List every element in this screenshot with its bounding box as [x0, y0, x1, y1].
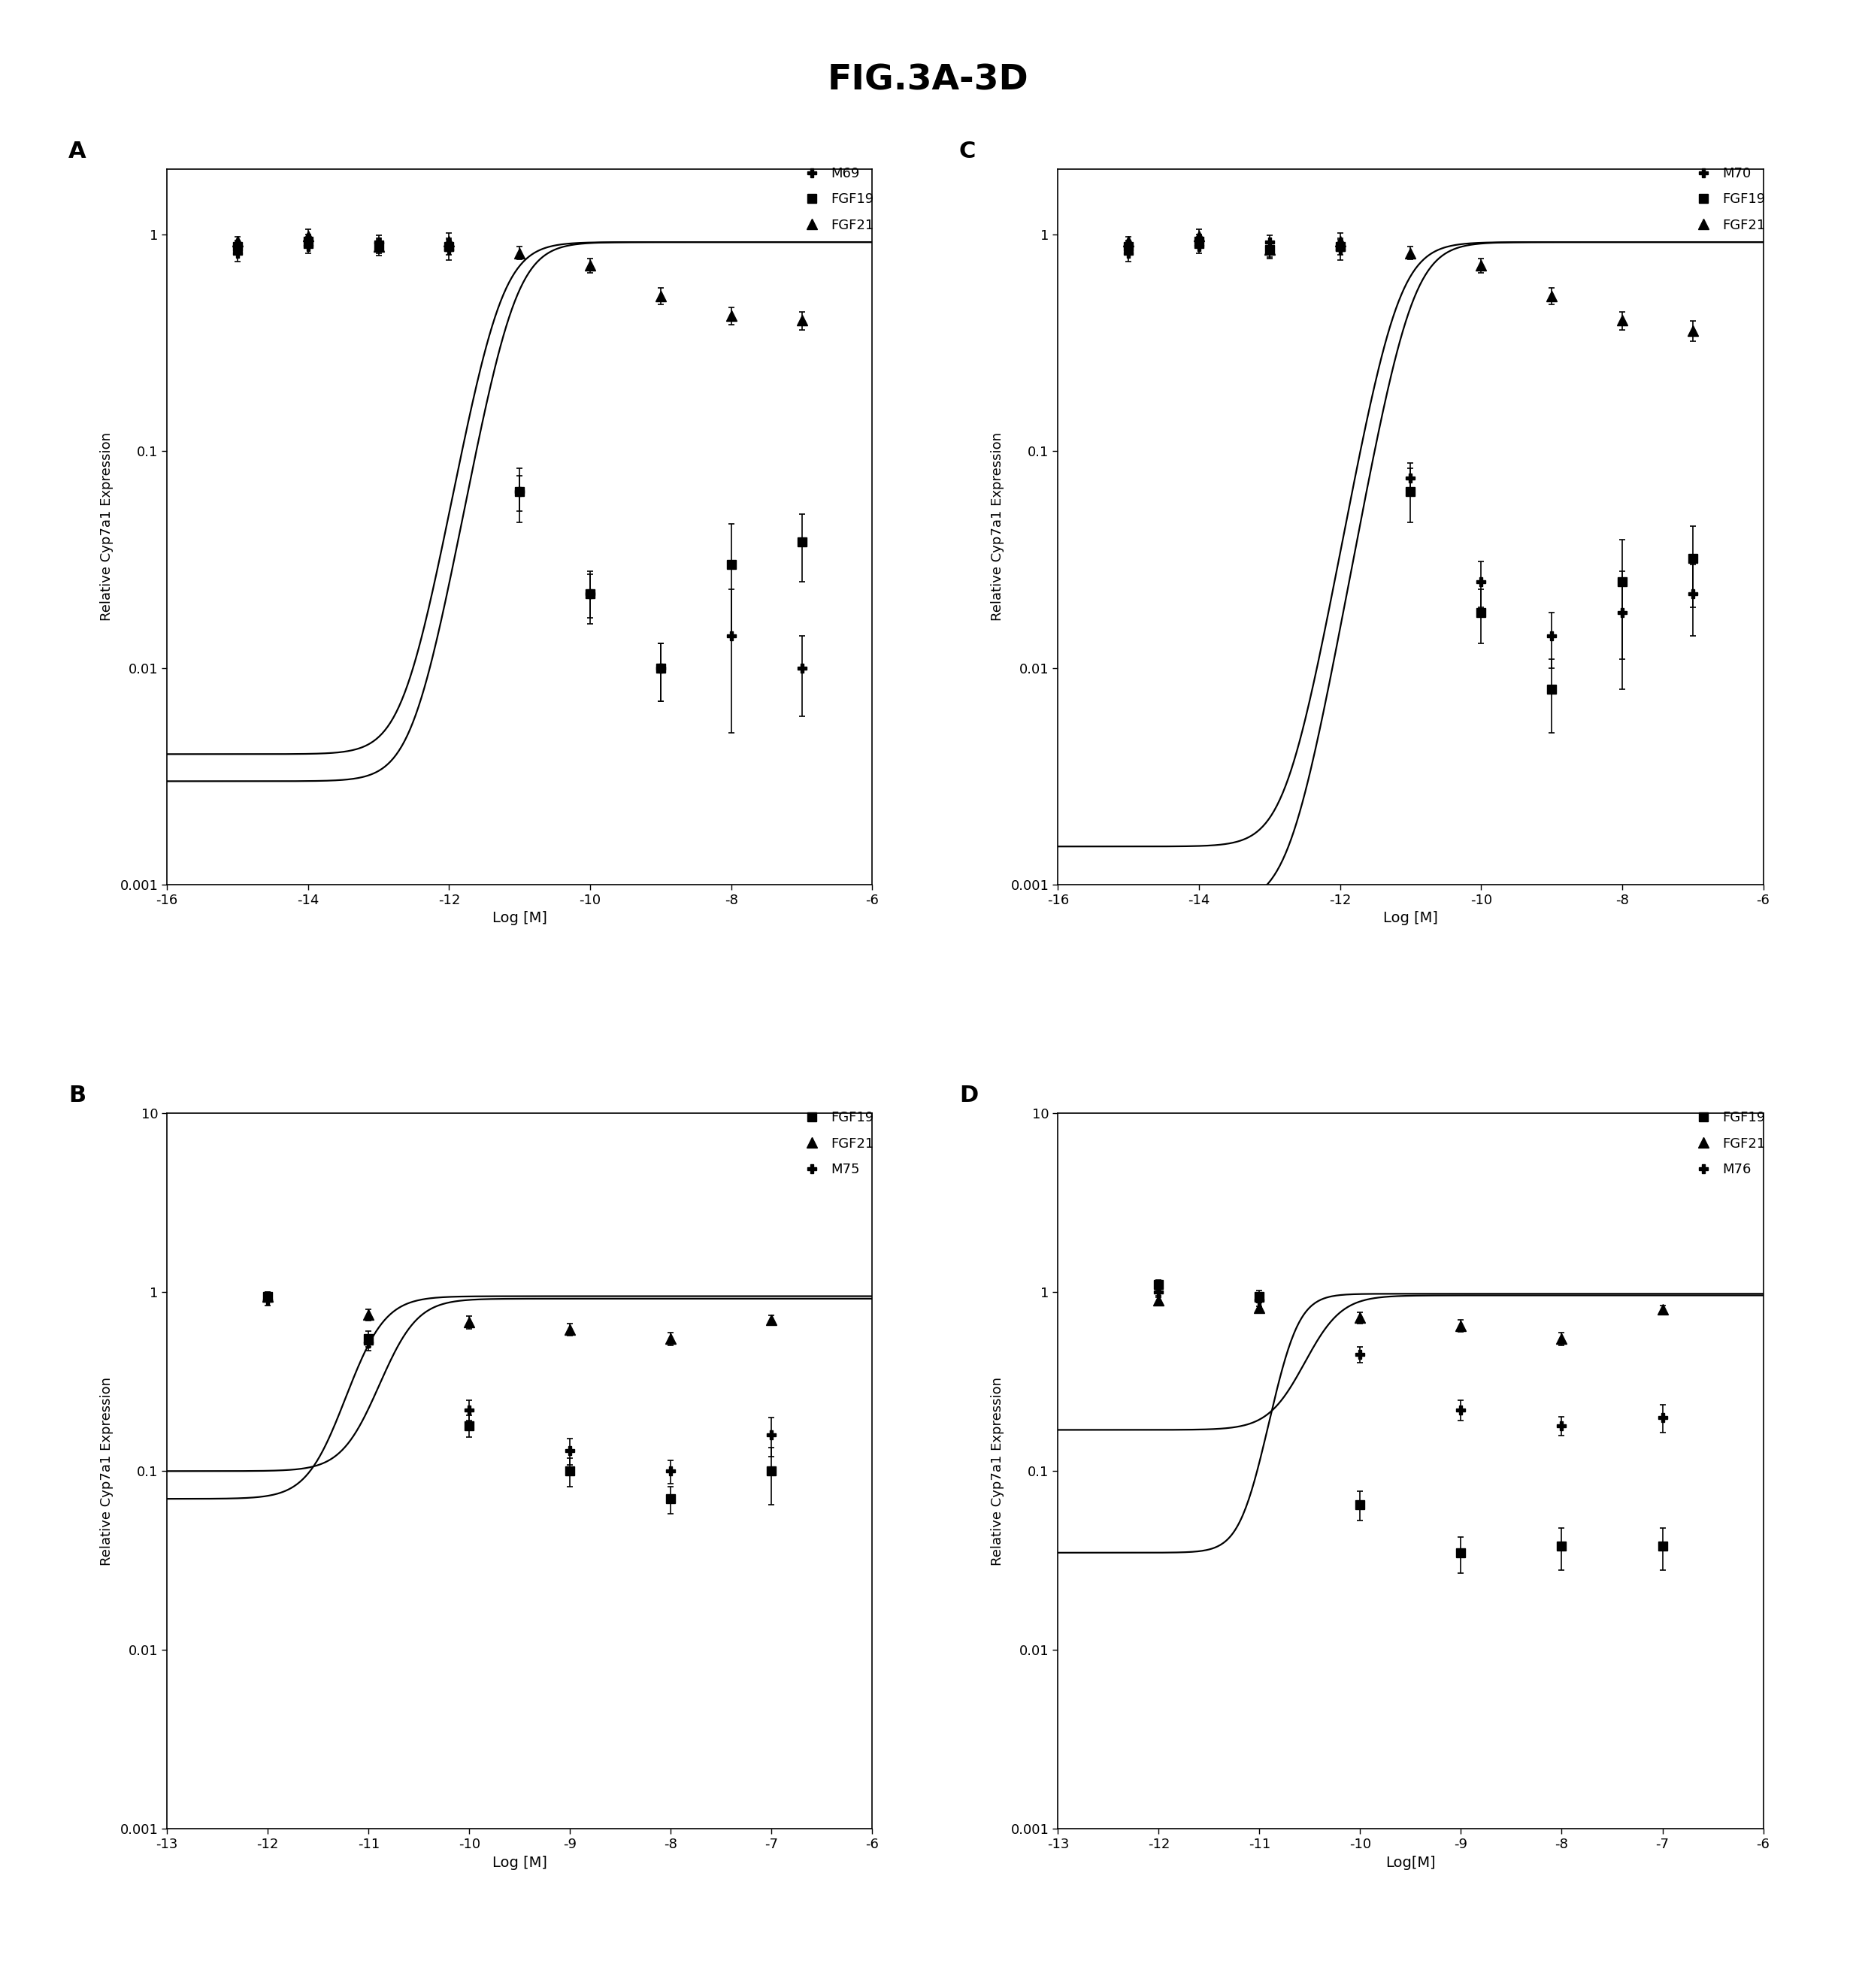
X-axis label: Log [M]: Log [M] — [492, 911, 548, 926]
Legend: FGF19, FGF21, M76: FGF19, FGF21, M76 — [1683, 1105, 1771, 1181]
X-axis label: Log[M]: Log[M] — [1386, 1855, 1435, 1871]
Legend: M69, FGF19, FGF21: M69, FGF19, FGF21 — [793, 161, 880, 237]
Text: FIG.3A-3D: FIG.3A-3D — [828, 64, 1028, 97]
Legend: FGF19, FGF21, M75: FGF19, FGF21, M75 — [793, 1105, 880, 1181]
Text: B: B — [69, 1085, 85, 1107]
X-axis label: Log [M]: Log [M] — [1383, 911, 1438, 926]
X-axis label: Log [M]: Log [M] — [492, 1855, 548, 1871]
Legend: M70, FGF19, FGF21: M70, FGF19, FGF21 — [1683, 161, 1771, 237]
Y-axis label: Relative Cyp7a1 Expression: Relative Cyp7a1 Expression — [991, 1378, 1004, 1565]
Text: C: C — [960, 141, 976, 163]
Text: D: D — [960, 1085, 978, 1107]
Y-axis label: Relative Cyp7a1 Expression: Relative Cyp7a1 Expression — [100, 433, 113, 620]
Text: A: A — [69, 141, 85, 163]
Y-axis label: Relative Cyp7a1 Expression: Relative Cyp7a1 Expression — [100, 1378, 113, 1565]
Y-axis label: Relative Cyp7a1 Expression: Relative Cyp7a1 Expression — [991, 433, 1004, 620]
